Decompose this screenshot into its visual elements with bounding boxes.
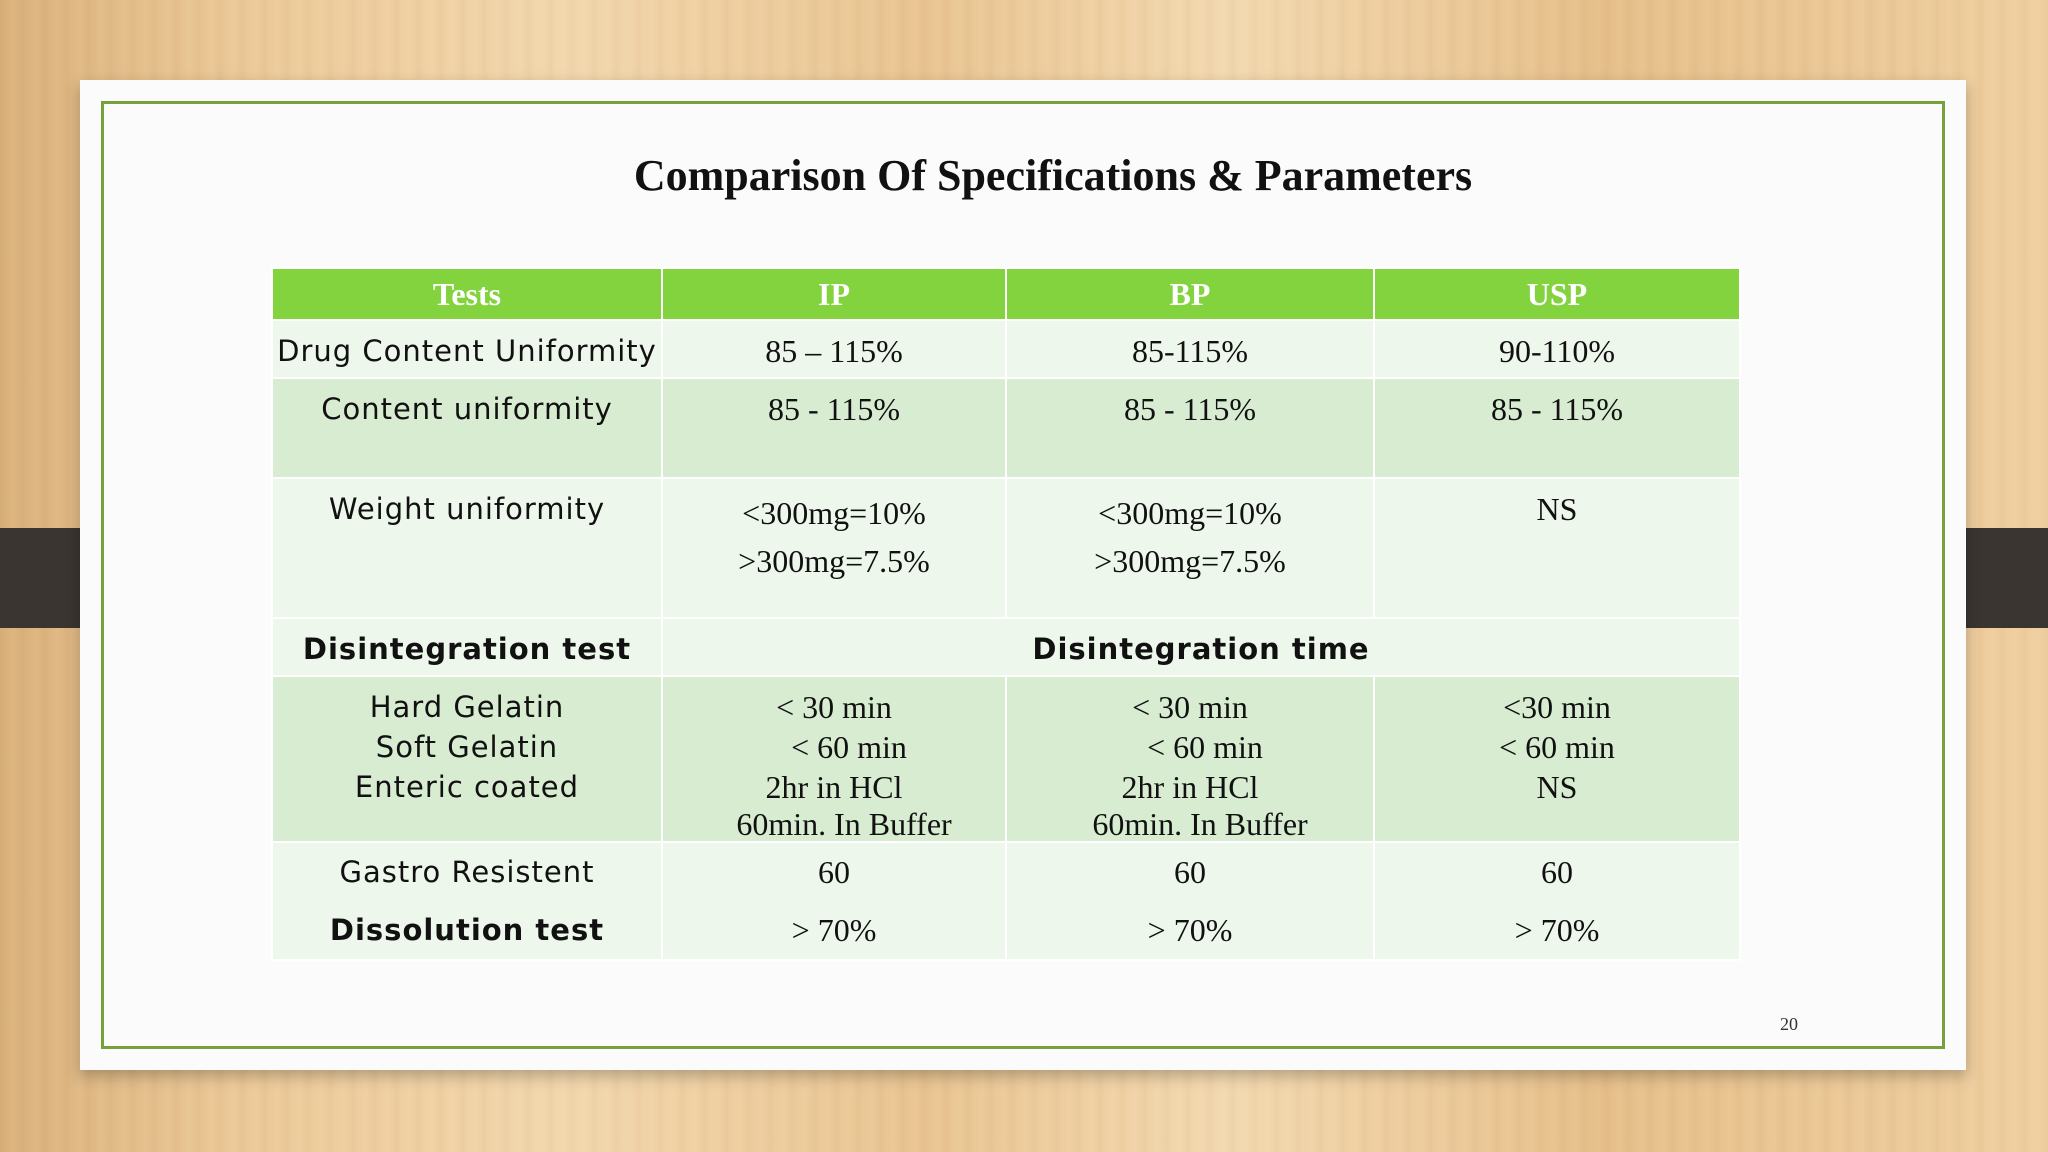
header-tests: Tests (271, 267, 663, 321)
row-disintegration-time: Disintegration time (661, 617, 1741, 677)
row-content-uniformity-ip: 85 - 115% (661, 377, 1007, 479)
header-bp: BP (1005, 267, 1375, 321)
table-row: Disintegration test Disintegration time (271, 617, 1741, 677)
slide-title: Comparison Of Specifications & Parameter… (633, 151, 1473, 200)
header-usp: USP (1373, 267, 1741, 321)
table-row: Gastro Resistent Dissolution test 60 > 7… (271, 841, 1741, 961)
table-row: Drug Content Uniformity 85 – 115% 85-115… (271, 319, 1741, 379)
row-capsule-types-test: Hard Gelatin Soft Gelatin Enteric coated (271, 675, 663, 843)
table-row: Content uniformity 85 - 115% 85 - 115% 8… (271, 377, 1741, 479)
row-content-uniformity-bp: 85 - 115% (1005, 377, 1375, 479)
slide: Comparison Of Specifications & Parameter… (80, 80, 1966, 1070)
row-drug-content-ip: 85 – 115% (661, 319, 1007, 379)
row-drug-content-test: Drug Content Uniformity (271, 319, 663, 379)
row-gastro-dissolution-ip: 60 > 70% (661, 841, 1007, 961)
row-gastro-dissolution-usp: 60 > 70% (1373, 841, 1741, 961)
row-content-uniformity-usp: 85 - 115% (1373, 377, 1741, 479)
row-drug-content-usp: 90-110% (1373, 319, 1741, 379)
row-capsule-types-bp: < 30 min < 60 min 2hr in HCl 60min. In B… (1005, 675, 1375, 843)
table-row: Hard Gelatin Soft Gelatin Enteric coated… (271, 675, 1741, 843)
slide-frame (101, 101, 1945, 1049)
row-gastro-dissolution-bp: 60 > 70% (1005, 841, 1375, 961)
row-disintegration-test: Disintegration test (271, 617, 663, 677)
row-weight-uniformity-ip: <300mg=10% >300mg=7.5% (661, 477, 1007, 619)
row-capsule-types-usp: <30 min < 60 min NS (1373, 675, 1741, 843)
row-content-uniformity-test: Content uniformity (271, 377, 663, 479)
row-weight-uniformity-test: Weight uniformity (271, 477, 663, 619)
row-weight-uniformity-usp: NS (1373, 477, 1741, 619)
page-number: 20 (1780, 1014, 1798, 1034)
header-ip: IP (661, 267, 1007, 321)
row-capsule-types-ip: < 30 min < 60 min 2hr in HCl 60min. In B… (661, 675, 1007, 843)
row-weight-uniformity-bp: <300mg=10% >300mg=7.5% (1005, 477, 1375, 619)
specification-table: Tests IP BP USP Drug Content Uniformity … (271, 267, 1741, 961)
row-drug-content-bp: 85-115% (1005, 319, 1375, 379)
row-gastro-dissolution-test: Gastro Resistent Dissolution test (271, 841, 663, 961)
table-row: Weight uniformity <300mg=10% >300mg=7.5%… (271, 477, 1741, 619)
table-header-row: Tests IP BP USP (271, 267, 1741, 321)
